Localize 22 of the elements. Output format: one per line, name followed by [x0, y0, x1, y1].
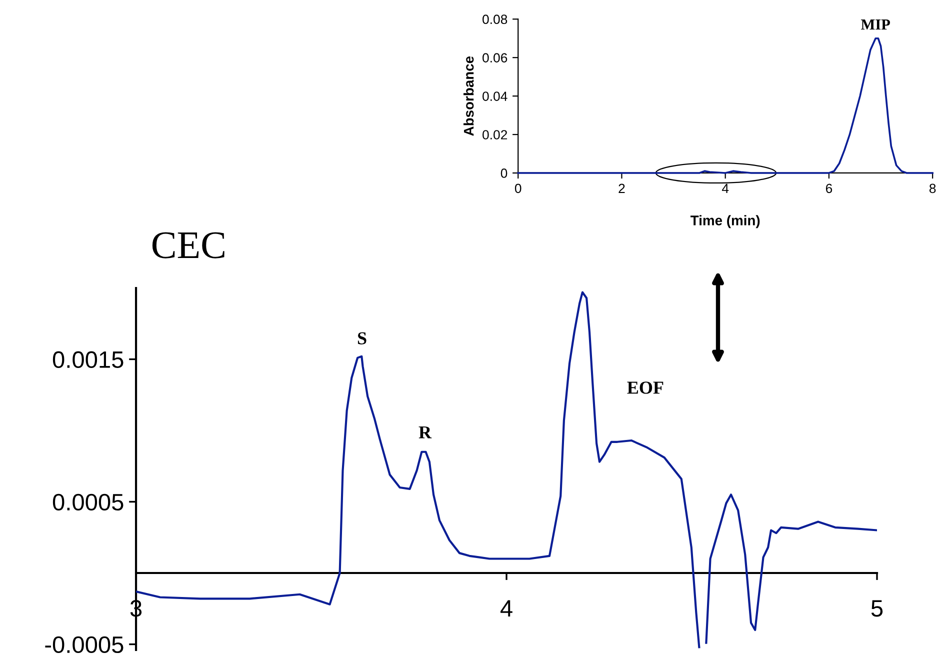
chart-title: CEC: [152, 232, 224, 258]
x-tick-label: 2: [618, 184, 625, 193]
y-tick-label: 0: [500, 168, 508, 178]
x-tick-label: 8: [929, 184, 936, 194]
annotation: S: [358, 332, 366, 344]
y-tick-label: 0.0005: [52, 494, 124, 511]
x-tick-label: 6: [826, 184, 832, 194]
annotation: MIP: [861, 20, 890, 30]
annotation: EOF: [627, 382, 664, 394]
annotation: R: [418, 426, 432, 438]
y-tick-label: 0.06: [482, 53, 508, 62]
y-tick-label: 0.04: [482, 92, 508, 101]
y-tick-label: 0.0015: [52, 351, 124, 368]
x-tick-label: 0: [514, 184, 522, 194]
y-tick-label: 0.08: [482, 14, 508, 24]
x-tick-label: 4: [722, 184, 729, 193]
y-axis-title: Absorbance: [464, 56, 474, 136]
x-tick-label: 5: [871, 600, 883, 617]
x-tick-label: 4: [500, 600, 512, 617]
y-tick-label: 0.02: [482, 130, 508, 140]
y-tick-label: -0.0005: [45, 636, 124, 654]
x-axis-title: Time (min): [690, 215, 760, 228]
